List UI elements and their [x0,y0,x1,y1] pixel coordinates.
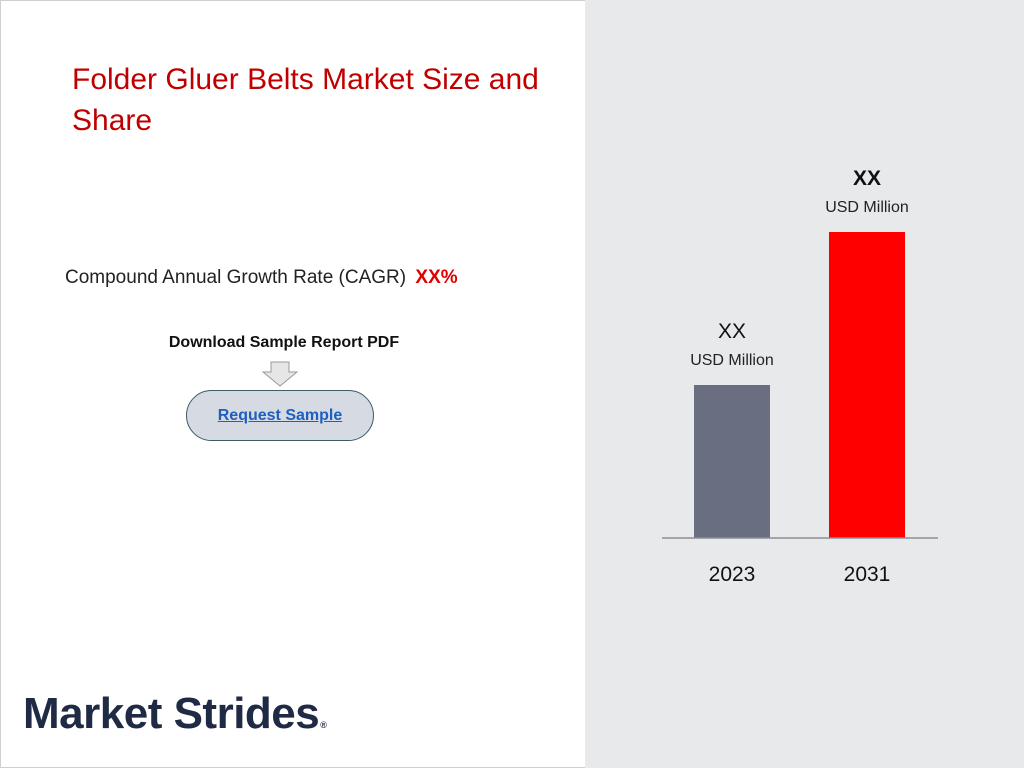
registered-mark: ® [320,720,327,730]
page-title: Folder Gluer Belts Market Size and Share [72,63,539,137]
request-sample-button[interactable]: Request Sample [186,390,374,441]
cagr-line: Compound Annual Growth Rate (CAGR) XX% [65,267,458,289]
download-label: Download Sample Report PDF [168,334,400,351]
bar-2023 [694,385,770,538]
data-label-unit-2023: USD Million [690,352,774,369]
data-label-value-2023: XX [718,320,746,343]
logo-text: Market Strides [23,689,320,738]
cagr-value: XX% [415,267,458,288]
left-panel: Folder Gluer Belts Market Size and Share… [0,0,585,768]
bar-2031 [829,232,905,538]
request-sample-label: Request Sample [217,406,343,424]
data-label-value-2031: XX [853,167,881,190]
market-strides-logo: Market Strides® [23,689,327,739]
right-panel [585,0,1024,768]
arrow-down-icon [261,361,299,387]
data-label-unit-2031: USD Million [825,199,909,216]
x-tick-label-2031: 2031 [844,563,891,586]
cagr-label: Compound Annual Growth Rate (CAGR) [65,267,407,288]
x-tick-label-2023: 2023 [709,563,756,586]
